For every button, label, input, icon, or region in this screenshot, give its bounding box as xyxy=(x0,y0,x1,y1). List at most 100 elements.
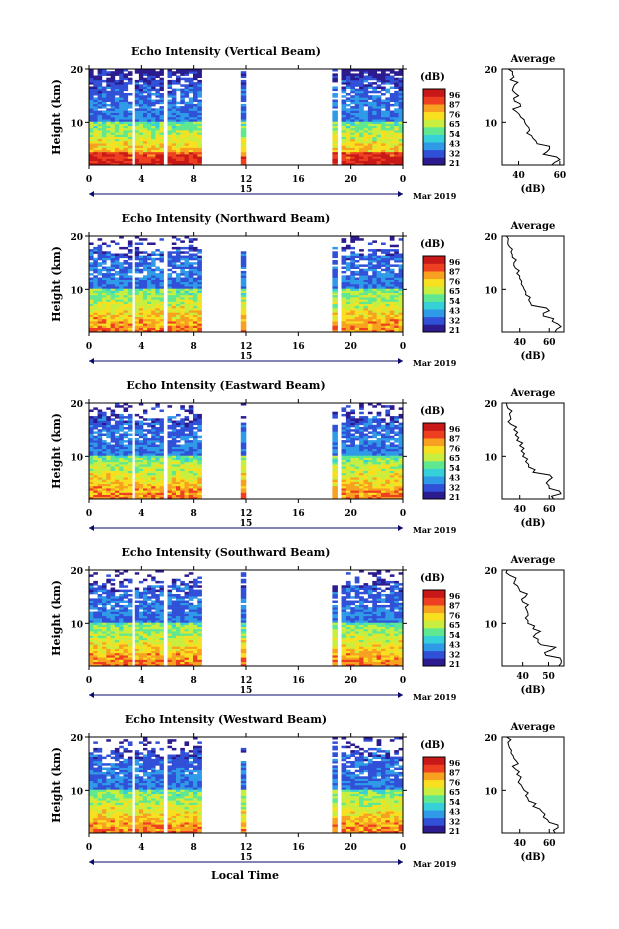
heatmap-cell xyxy=(367,288,373,291)
heatmap-cell xyxy=(176,329,181,333)
heatmap-cell xyxy=(389,71,395,74)
heatmap-cell xyxy=(389,437,395,441)
heatmap-cell xyxy=(123,82,129,85)
heatmap-cell xyxy=(138,117,144,120)
heatmap-cell xyxy=(89,613,94,617)
heatmap-cell xyxy=(155,117,160,120)
heatmap-cell xyxy=(147,84,152,87)
heatmap-cell xyxy=(143,77,148,81)
heatmap-cell xyxy=(367,464,373,467)
heatmap-cell xyxy=(106,162,111,166)
panel-4: Echo Intensity (Southward Beam)2010Heigh… xyxy=(50,546,565,702)
heatmap-cell xyxy=(350,240,355,243)
heatmap-cell xyxy=(123,281,129,285)
heatmap-cell xyxy=(127,255,133,259)
heatmap-cell xyxy=(143,316,148,320)
heatmap-cell xyxy=(359,114,364,118)
heatmap-cell xyxy=(363,90,369,94)
heatmap-cell xyxy=(159,82,164,85)
heatmap-cell xyxy=(167,114,173,118)
heatmap-cell xyxy=(359,440,364,443)
heatmap-cell xyxy=(385,431,391,434)
heatmap-cell xyxy=(193,82,198,85)
heatmap-cell xyxy=(398,483,404,487)
heatmap-cell xyxy=(341,472,347,476)
heatmap-cell xyxy=(89,136,94,140)
heatmap-cell xyxy=(350,162,355,166)
heatmap-cell xyxy=(134,141,140,144)
heatmap-cell xyxy=(151,316,156,320)
heatmap-cell xyxy=(138,329,144,333)
heatmap-cell xyxy=(159,327,164,331)
heatmap-cell xyxy=(350,114,355,118)
heatmap-cell xyxy=(138,310,144,313)
heatmap-cell xyxy=(381,488,386,491)
heatmap-cell xyxy=(389,114,395,118)
heatmap-cell xyxy=(114,79,120,83)
heatmap-cell xyxy=(123,112,129,116)
heatmap-cell xyxy=(93,279,98,283)
heatmap-cell xyxy=(197,440,202,443)
heatmap-cell xyxy=(240,279,247,283)
heatmap-cell xyxy=(106,420,111,423)
heatmap-cell xyxy=(151,257,156,261)
heatmap-cell xyxy=(359,147,364,150)
heatmap-cell xyxy=(367,138,373,142)
heatmap-cell xyxy=(159,121,164,124)
heatmap-cell xyxy=(114,290,120,293)
heatmap-cell xyxy=(102,418,107,421)
heatmap-cell xyxy=(176,160,181,164)
heatmap-cell xyxy=(184,71,190,74)
heatmap-cell xyxy=(197,149,202,153)
heatmap-cell xyxy=(93,416,98,419)
heatmap-cell xyxy=(97,609,103,612)
heatmap-cell xyxy=(332,154,338,157)
heatmap-cell xyxy=(184,477,190,480)
heatmap-cell xyxy=(345,329,351,333)
heatmap-cell xyxy=(341,69,347,72)
heatmap-cell xyxy=(147,266,152,269)
heatmap-cell xyxy=(372,475,377,478)
heatmap-cell xyxy=(345,496,351,500)
heatmap-cell xyxy=(138,323,144,326)
heatmap-cell xyxy=(345,149,351,153)
heatmap-cell xyxy=(197,257,202,261)
heatmap-cell xyxy=(119,117,124,120)
heatmap-cell xyxy=(376,496,382,500)
heatmap-cell xyxy=(197,90,202,94)
heatmap-cell xyxy=(106,119,111,122)
heatmap-cell xyxy=(350,264,355,267)
heatmap-cell xyxy=(97,132,103,135)
heatmap-cell xyxy=(143,479,148,482)
heatmap-cell xyxy=(240,479,247,482)
heatmap-cell xyxy=(151,427,156,430)
heatmap-cell xyxy=(345,290,351,293)
heatmap-cell xyxy=(143,422,148,426)
heatmap-cell xyxy=(89,257,94,261)
heatmap-cell xyxy=(385,301,391,304)
heatmap-cell xyxy=(197,424,202,428)
heatmap-cell xyxy=(367,90,373,94)
heatmap-cell xyxy=(385,281,391,285)
heatmap-cell xyxy=(350,416,355,419)
heatmap-cell xyxy=(151,121,156,124)
heatmap-cell xyxy=(102,448,107,452)
heatmap-cell xyxy=(180,93,185,96)
heatmap-cell xyxy=(345,433,351,436)
heatmap-cell xyxy=(180,270,185,274)
heatmap-cell xyxy=(123,147,129,150)
heatmap-cell xyxy=(385,121,391,124)
heatmap-cell xyxy=(372,141,377,144)
heatmap-cell xyxy=(376,260,382,263)
heatmap-cell xyxy=(97,290,103,293)
heatmap-cell xyxy=(155,440,160,443)
heatmap-cell xyxy=(127,475,133,478)
heatmap-cell xyxy=(143,101,148,105)
heatmap-cell xyxy=(89,251,94,254)
heatmap-cell xyxy=(180,492,185,495)
heatmap-cell xyxy=(350,446,355,450)
heatmap-cell xyxy=(354,308,360,311)
heatmap-cell xyxy=(372,457,377,460)
heatmap-cell xyxy=(372,69,377,72)
heatmap-cell xyxy=(89,464,94,467)
